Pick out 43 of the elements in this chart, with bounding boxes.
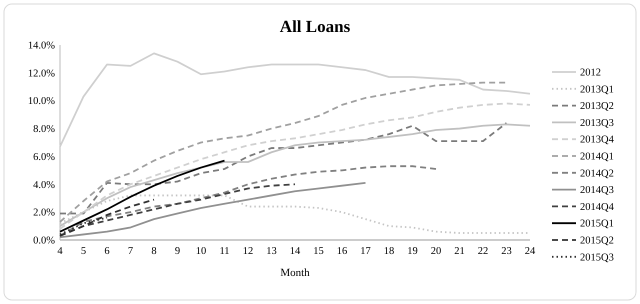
legend-label: 2015Q2 <box>580 236 614 246</box>
x-tick-label: 18 <box>384 246 394 257</box>
y-tick-label: 0.0% <box>33 236 56 246</box>
legend-label: 2013Q4 <box>580 134 615 146</box>
x-tick-label: 10 <box>196 246 206 257</box>
legend-label: 2013Q3 <box>580 118 614 129</box>
y-tick-label: 12.0% <box>28 68 56 80</box>
x-tick-label: 5 <box>80 246 86 257</box>
chart-title: All Loans <box>280 17 351 36</box>
x-tick-label: 22 <box>478 246 488 257</box>
legend-label: 2014Q3 <box>580 185 614 196</box>
y-tick-label: 2.0% <box>33 208 56 219</box>
x-tick-label: 11 <box>219 246 230 257</box>
legend-label: 2013Q1 <box>580 84 614 96</box>
x-tick-label: 21 <box>454 246 465 257</box>
x-tick-label: 24 <box>524 246 536 257</box>
x-tick-label: 13 <box>266 246 277 257</box>
y-tick-label: 10.0% <box>28 96 56 108</box>
y-tick-label: 6.0% <box>33 152 56 163</box>
legend-label: 2015Q1 <box>580 218 614 230</box>
legend-label: 2014Q1 <box>580 152 614 162</box>
x-tick-label: 17 <box>360 246 371 257</box>
x-tick-label: 4 <box>57 246 64 257</box>
x-tick-label: 9 <box>174 246 180 257</box>
x-tick-label: 20 <box>430 246 442 257</box>
x-tick-label: 23 <box>501 246 512 257</box>
legend-label: 2012 <box>580 68 601 78</box>
legend-label: 2014Q2 <box>580 168 614 180</box>
legend-label: 2015Q3 <box>580 252 614 264</box>
legend-label: 2013Q2 <box>580 101 614 112</box>
y-tick-label: 8.0% <box>33 124 56 136</box>
x-axis-title: Month <box>280 267 310 279</box>
x-tick-label: 16 <box>336 246 348 257</box>
x-tick-label: 8 <box>151 246 157 257</box>
x-tick-label: 19 <box>407 246 418 257</box>
y-tick-label: 4.0% <box>33 180 56 191</box>
x-tick-label: 12 <box>242 246 254 257</box>
y-tick-label: 14.0% <box>28 40 56 52</box>
x-tick-label: 6 <box>104 246 110 257</box>
x-tick-label: 7 <box>128 246 134 257</box>
x-tick-label: 14 <box>290 246 301 257</box>
x-tick-label: 15 <box>313 246 324 257</box>
legend-label: 2014Q4 <box>580 202 615 213</box>
